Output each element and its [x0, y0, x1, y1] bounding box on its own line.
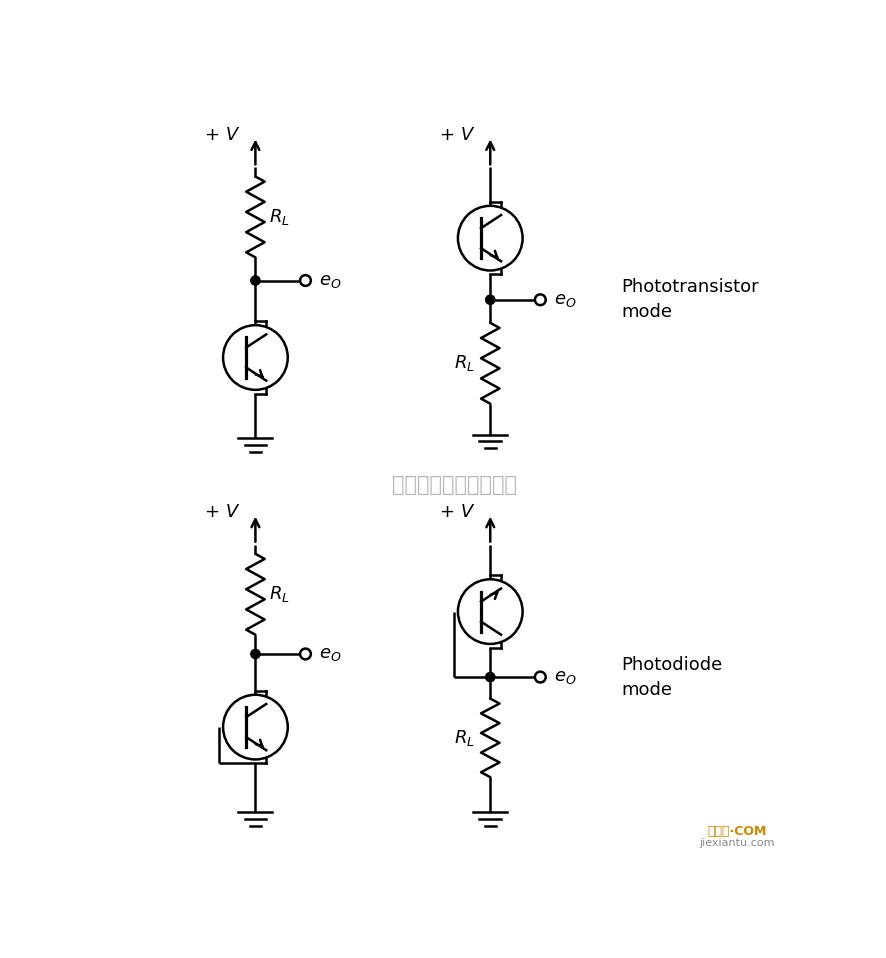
- Text: Phototransistor
mode: Phototransistor mode: [621, 278, 758, 321]
- Text: $e_O$: $e_O$: [554, 668, 577, 686]
- Text: $e_O$: $e_O$: [554, 291, 577, 308]
- Text: + V: + V: [440, 126, 473, 144]
- Circle shape: [486, 295, 495, 305]
- Circle shape: [535, 672, 546, 682]
- Text: $R_L$: $R_L$: [269, 584, 290, 604]
- Circle shape: [458, 580, 523, 644]
- Text: Photodiode
mode: Photodiode mode: [621, 655, 722, 698]
- Circle shape: [486, 673, 495, 682]
- Circle shape: [251, 276, 260, 285]
- Circle shape: [300, 275, 311, 285]
- Text: $R_L$: $R_L$: [455, 354, 475, 374]
- Text: $e_O$: $e_O$: [319, 645, 342, 663]
- Circle shape: [300, 649, 311, 659]
- Circle shape: [223, 695, 288, 760]
- Circle shape: [251, 650, 260, 658]
- Text: $R_L$: $R_L$: [269, 207, 290, 227]
- Circle shape: [223, 325, 288, 390]
- Text: 接线图·COM: 接线图·COM: [707, 825, 766, 837]
- Circle shape: [535, 294, 546, 306]
- Text: 杭州将睿科技有限公司: 杭州将睿科技有限公司: [392, 474, 517, 494]
- Text: + V: + V: [206, 126, 238, 144]
- Text: $e_O$: $e_O$: [319, 271, 342, 289]
- Text: + V: + V: [206, 503, 238, 521]
- Text: + V: + V: [440, 503, 473, 521]
- Circle shape: [458, 206, 523, 270]
- Text: $R_L$: $R_L$: [455, 728, 475, 748]
- Text: jiexiantu.com: jiexiantu.com: [699, 838, 774, 849]
